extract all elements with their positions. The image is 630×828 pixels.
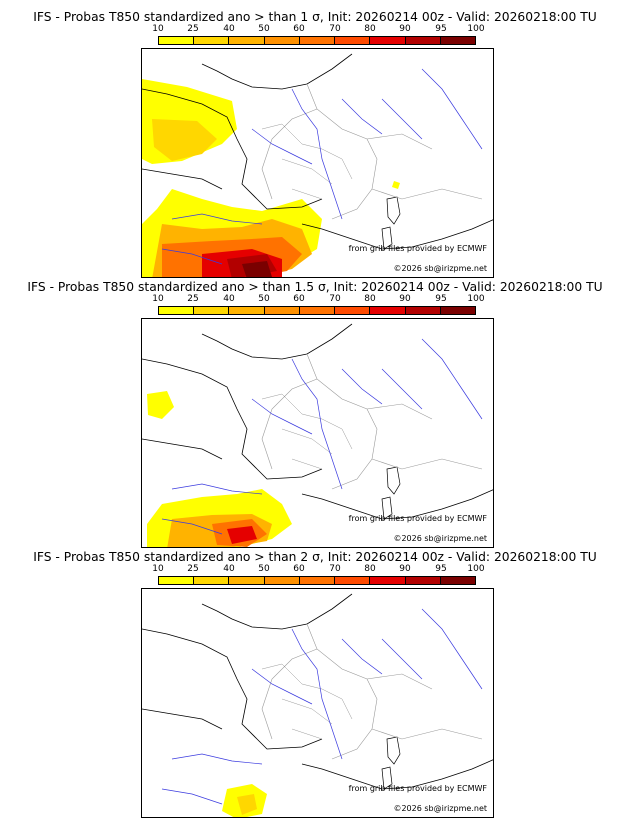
probability-map: from grib files provided by ECMWF ©2026 … — [141, 48, 494, 278]
colorbar — [158, 36, 476, 45]
colorbar-tick: 90 — [399, 24, 411, 34]
colorbar-segment — [229, 37, 265, 44]
colorbar-tick: 50 — [258, 564, 270, 574]
colorbar-segment — [370, 37, 406, 44]
colorbar-segment — [229, 577, 265, 584]
panel-title: IFS - Probas T850 standardized ano > tha… — [33, 550, 597, 564]
probability-map: from grib files provided by ECMWF ©2026 … — [141, 318, 494, 548]
colorbar-tick: 100 — [467, 24, 485, 34]
colorbar-segment — [194, 577, 230, 584]
colorbar-segment — [440, 37, 475, 44]
colorbar-segment — [299, 37, 336, 44]
colorbar-segment — [370, 577, 406, 584]
colorbar-tick: 25 — [187, 24, 199, 34]
colorbar — [158, 306, 476, 315]
colorbar-tick: 10 — [152, 564, 164, 574]
panel-1-5-sigma: IFS - Probas T850 standardized ano > tha… — [0, 270, 630, 548]
colorbar-tick: 100 — [467, 564, 485, 574]
colorbar-tick: 95 — [435, 24, 447, 34]
colorbar-tick: 50 — [258, 24, 270, 34]
panel-title: IFS - Probas T850 standardized ano > tha… — [33, 10, 597, 24]
colorbar-segment — [229, 307, 265, 314]
map-graphic — [142, 593, 493, 817]
panel-title: IFS - Probas T850 standardized ano > tha… — [27, 280, 603, 294]
colorbar-tick: 40 — [223, 294, 235, 304]
colorbar-segment — [159, 307, 195, 314]
copyright-credit: ©2026 sb@irizpme.net — [393, 804, 487, 813]
colorbar-tick: 60 — [293, 294, 305, 304]
colorbar-segment — [335, 37, 371, 44]
colorbar-segment — [440, 577, 475, 584]
colorbar-segment — [440, 307, 475, 314]
colorbar-tick: 60 — [293, 24, 305, 34]
colorbar-segment — [370, 307, 406, 314]
colorbar-tick: 25 — [187, 294, 199, 304]
colorbar-tick: 100 — [467, 294, 485, 304]
panel-2-sigma: IFS - Probas T850 standardized ano > tha… — [0, 540, 630, 818]
colorbar-tick: 70 — [329, 294, 341, 304]
colorbar-tick: 80 — [364, 294, 376, 304]
colorbar-tick: 40 — [223, 24, 235, 34]
colorbar-tick: 70 — [329, 564, 341, 574]
colorbar-tick: 60 — [293, 564, 305, 574]
copyright-credit: ©2026 sb@irizpme.net — [393, 264, 487, 273]
colorbar-tick: 95 — [435, 294, 447, 304]
colorbar-tick: 70 — [329, 24, 341, 34]
probability-map: from grib files provided by ECMWF ©2026 … — [141, 588, 494, 818]
source-credit: from grib files provided by ECMWF — [348, 244, 487, 253]
colorbar-tick: 90 — [399, 294, 411, 304]
colorbar-segment — [405, 307, 441, 314]
colorbar-tick: 25 — [187, 564, 199, 574]
source-credit: from grib files provided by ECMWF — [348, 784, 487, 793]
colorbar — [158, 576, 476, 585]
colorbar-segment — [194, 307, 230, 314]
colorbar-tick: 90 — [399, 564, 411, 574]
colorbar-segment — [335, 307, 371, 314]
colorbar-tick: 10 — [152, 294, 164, 304]
colorbar-tick: 80 — [364, 24, 376, 34]
colorbar-segment — [159, 37, 195, 44]
map-graphic — [142, 53, 493, 277]
colorbar-segment — [299, 307, 336, 314]
colorbar-segment — [194, 37, 230, 44]
colorbar-segment — [264, 577, 300, 584]
panel-1-sigma: IFS - Probas T850 standardized ano > tha… — [0, 0, 630, 278]
colorbar-tick: 50 — [258, 294, 270, 304]
colorbar-segment — [264, 37, 300, 44]
source-credit: from grib files provided by ECMWF — [348, 514, 487, 523]
colorbar-tick: 80 — [364, 564, 376, 574]
map-graphic — [142, 323, 493, 547]
colorbar-tick: 10 — [152, 24, 164, 34]
colorbar-segment — [299, 577, 336, 584]
colorbar-tick: 40 — [223, 564, 235, 574]
colorbar-segment — [264, 307, 300, 314]
copyright-credit: ©2026 sb@irizpme.net — [393, 534, 487, 543]
colorbar-segment — [335, 577, 371, 584]
colorbar-tick: 95 — [435, 564, 447, 574]
colorbar-segment — [405, 37, 441, 44]
colorbar-segment — [405, 577, 441, 584]
colorbar-segment — [159, 577, 195, 584]
